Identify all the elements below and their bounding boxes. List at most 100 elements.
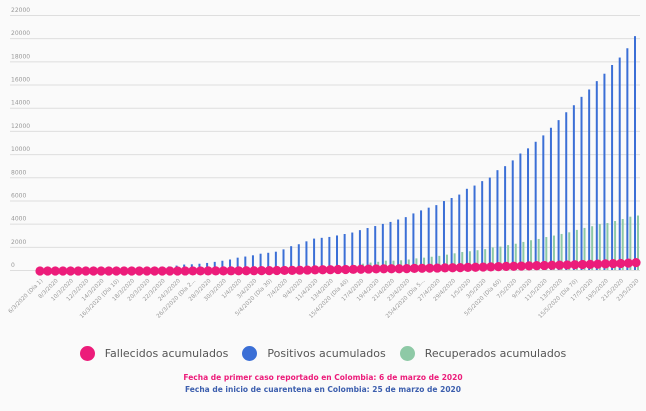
bar-recuperados: [514, 243, 517, 270]
dot-fallecidos: [211, 266, 221, 276]
bar-recuperados: [522, 241, 525, 270]
dot-fallecidos: [363, 264, 374, 274]
dot-fallecidos: [134, 266, 144, 276]
legend-item-positivos[interactable]: Positivos acumulados: [242, 346, 386, 361]
dot-fallecidos: [554, 260, 565, 270]
y-tick-label: 0: [11, 262, 15, 269]
dot-fallecidos: [302, 265, 313, 275]
bar-positivos: [351, 232, 354, 270]
legend-label: Recuperados acumulados: [424, 347, 567, 360]
bar-positivos: [389, 221, 392, 270]
bar-positivos: [572, 105, 575, 270]
dot-fallecidos: [539, 260, 549, 271]
dot-fallecidos: [65, 266, 76, 276]
bar-positivos: [328, 236, 331, 270]
dot-fallecidos: [585, 259, 595, 269]
dot-fallecidos: [88, 266, 99, 276]
legend-marker: [242, 346, 258, 361]
bar-positivos: [588, 89, 591, 270]
y-tick-label: 16000: [11, 77, 30, 84]
dot-fallecidos: [463, 262, 473, 272]
bar-positivos: [481, 181, 484, 270]
first-case-note: Fecha de primer caso reportado en Colomb…: [183, 373, 463, 382]
bar-positivos: [404, 217, 407, 270]
bar-positivos: [603, 73, 606, 271]
bar-positivos: [297, 244, 300, 270]
bar-positivos: [336, 235, 338, 270]
bar-positivos: [358, 230, 361, 270]
bar-positivos: [236, 257, 239, 270]
dot-fallecidos: [172, 266, 183, 276]
bar-recuperados: [575, 229, 578, 270]
chart: 0 2000 4000 6000 8000 10000 12000 14000 16000 180…: [7, 7, 641, 320]
bar-positivos: [442, 201, 445, 270]
dot-fallecidos: [226, 266, 236, 276]
dot-fallecidos: [35, 266, 45, 276]
dot-fallecidos: [547, 260, 557, 270]
bar-positivos: [374, 226, 377, 270]
dot-fallecidos: [341, 264, 351, 275]
dot-fallecidos: [593, 259, 603, 269]
bar-positivos: [229, 259, 232, 270]
bar-positivos: [626, 48, 629, 270]
legend: Fallecidos acumulados Positivos acumulad…: [0, 346, 646, 361]
dot-fallecidos: [455, 263, 465, 273]
dot-fallecidos: [562, 260, 572, 270]
dot-fallecidos: [96, 266, 106, 276]
bar-recuperados: [629, 216, 632, 270]
bar-positivos: [420, 210, 423, 270]
bar-positivos: [504, 166, 507, 270]
dot-fallecidos: [486, 262, 496, 272]
dot-fallecidos: [600, 259, 611, 269]
dot-fallecidos: [623, 258, 633, 268]
dot-fallecidos: [249, 266, 259, 276]
bar-recuperados: [545, 237, 548, 270]
dot-fallecidos: [509, 261, 519, 271]
y-tick-label: 4000: [11, 216, 26, 223]
dot-fallecidos: [234, 266, 244, 276]
bar-recuperados: [598, 224, 601, 270]
dot-fallecidos: [256, 266, 267, 276]
bar-positivos: [282, 249, 285, 270]
bar-positivos: [527, 148, 530, 270]
dot-fallecidos: [73, 266, 83, 276]
y-tick-label: 20000: [11, 30, 30, 37]
legend-item-recuperados[interactable]: Recuperados acumulados: [399, 346, 567, 361]
bar-recuperados: [461, 252, 464, 270]
bar-positivos: [488, 177, 491, 270]
bar-recuperados: [453, 253, 456, 270]
dot-fallecidos: [195, 266, 206, 276]
dot-fallecidos: [394, 264, 404, 274]
bar-positivos: [244, 256, 247, 270]
bar-positivos: [450, 198, 453, 270]
bar-recuperados: [568, 232, 571, 270]
dot-fallecidos: [150, 266, 160, 276]
dot-fallecidos: [432, 263, 442, 273]
dot-fallecidos: [142, 266, 152, 276]
bar-recuperados: [606, 223, 609, 270]
dot-fallecidos: [218, 266, 228, 276]
legend-item-fallecidos[interactable]: Fallecidos acumulados: [79, 346, 229, 361]
dot-fallecidos: [264, 265, 274, 276]
y-tick-label: 8000: [11, 169, 26, 176]
bar-positivos: [412, 213, 415, 270]
y-tick-label: 22000: [11, 7, 30, 14]
legend-marker: [399, 346, 415, 361]
bar-positivos: [580, 96, 583, 270]
bar-positivos: [435, 205, 438, 270]
dot-fallecidos: [241, 266, 251, 276]
dot-fallecidos: [386, 264, 397, 274]
bar-positivos: [549, 127, 552, 270]
legend-label: Fallecidos acumulados: [104, 347, 229, 360]
dot-fallecidos: [501, 261, 511, 271]
bar-positivos: [595, 81, 598, 271]
dot-fallecidos: [272, 265, 282, 276]
dot-fallecidos: [532, 261, 542, 271]
bar-positivos: [519, 153, 522, 270]
dot-fallecidos: [616, 258, 626, 269]
dot-fallecidos: [631, 257, 641, 268]
bar-positivos: [274, 251, 277, 270]
dot-fallecidos: [104, 266, 114, 276]
legend-label: Positivos acumulados: [267, 347, 386, 360]
bar-positivos: [267, 252, 270, 270]
